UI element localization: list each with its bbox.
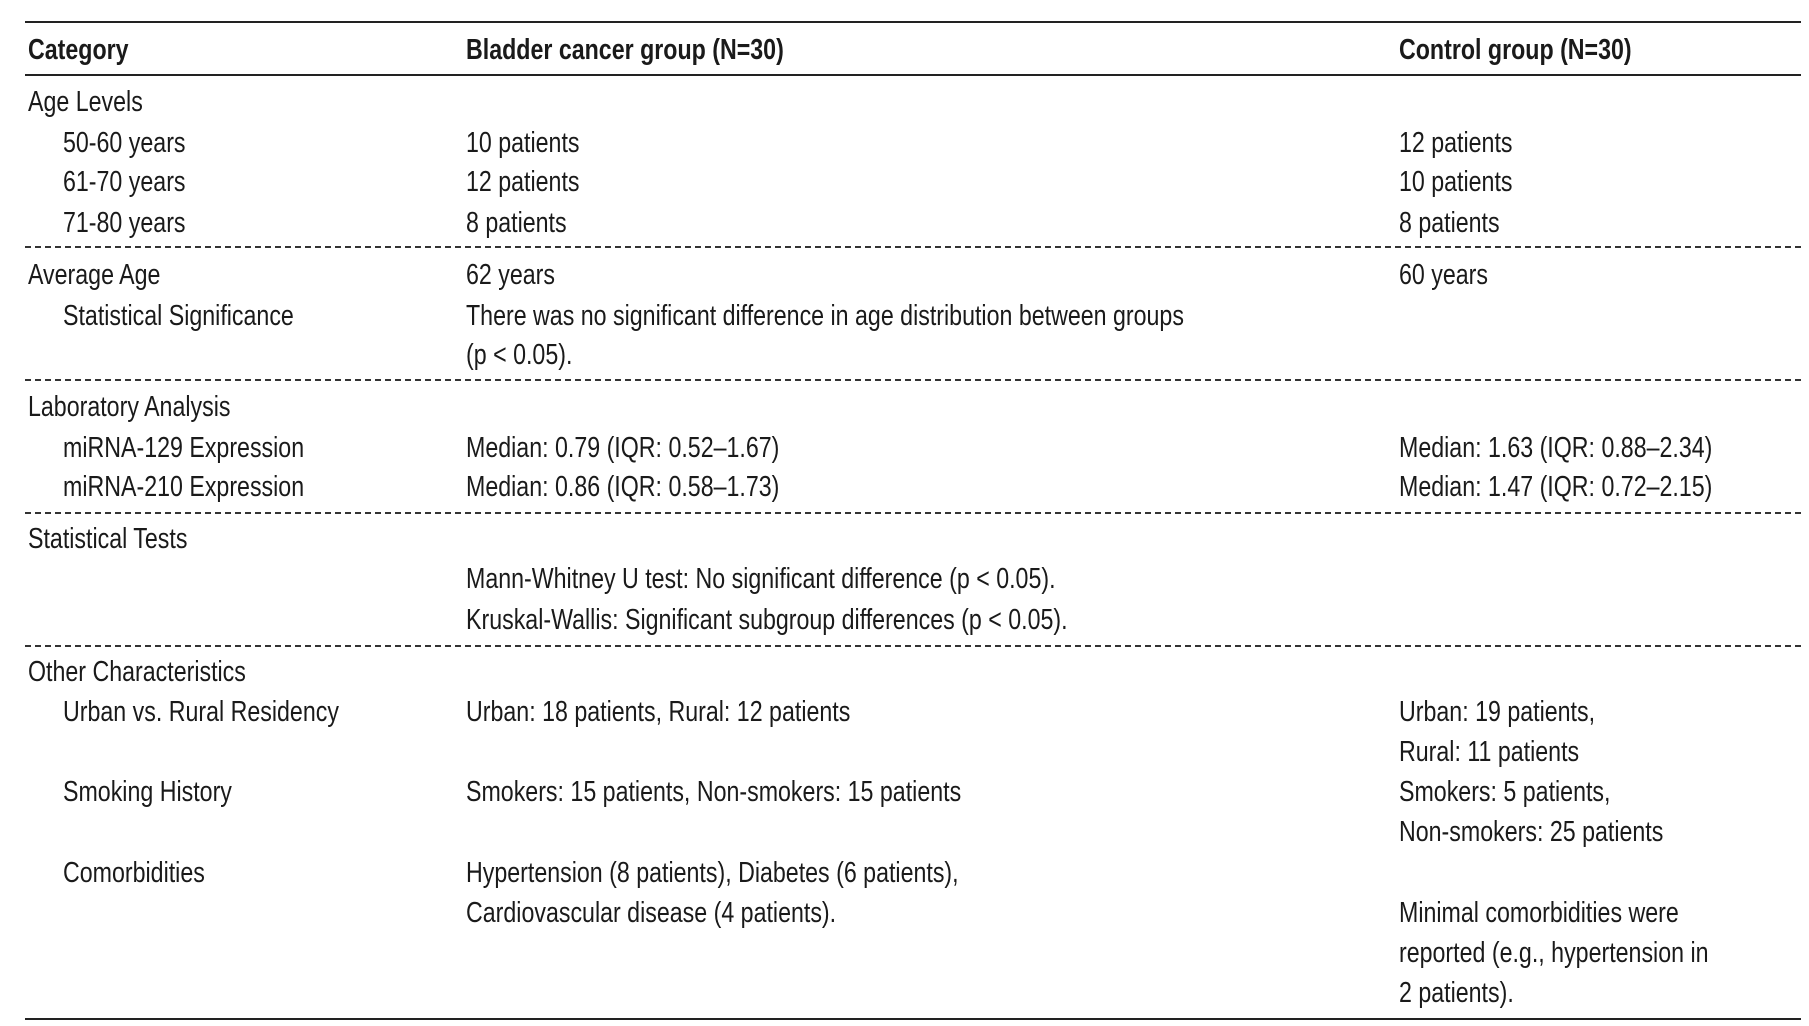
cell-bladder: 62 years: [466, 259, 555, 291]
cell-control: 12 patients: [1399, 127, 1513, 159]
row-label: 71-80 years: [63, 207, 186, 239]
section-divider: [25, 246, 1801, 248]
bottom-rule: [25, 1018, 1801, 1020]
cell-control: Rural: 11 patients: [1399, 736, 1580, 768]
cell-bladder: 8 patients: [466, 207, 567, 239]
cell-bladder: Mann-Whitney U test: No significant diff…: [466, 563, 1056, 595]
cell-bladder: 12 patients: [466, 166, 580, 198]
cell-control: 8 patients: [1399, 207, 1500, 239]
section-divider: [25, 379, 1801, 381]
section-lab: Laboratory Analysis: [28, 391, 231, 423]
cell-bladder: There was no significant difference in a…: [466, 300, 1184, 332]
header-rule: [25, 74, 1801, 76]
row-label: Smoking History: [63, 776, 232, 808]
cell-control: Smokers: 5 patients,: [1399, 776, 1611, 808]
row-label: miRNA-210 Expression: [63, 471, 305, 503]
cell-bladder: Kruskal-Wallis: Significant subgroup dif…: [466, 604, 1068, 636]
section-tests: Statistical Tests: [28, 523, 188, 555]
row-label: miRNA-129 Expression: [63, 432, 305, 464]
row-label: Statistical Significance: [63, 300, 294, 332]
section-divider: [25, 645, 1801, 647]
cell-control: Median: 1.47 (IQR: 0.72–2.15): [1399, 471, 1713, 503]
top-rule: [25, 21, 1801, 23]
header-control: Control group (N=30): [1399, 34, 1632, 66]
cell-bladder: Median: 0.86 (IQR: 0.58–1.73): [466, 471, 780, 503]
section-other: Other Characteristics: [28, 656, 246, 688]
row-label: Comorbidities: [63, 857, 205, 889]
cell-control: Median: 1.63 (IQR: 0.88–2.34): [1399, 432, 1713, 464]
header-category: Category: [28, 34, 129, 66]
cell-bladder: Urban: 18 patients, Rural: 12 patients: [466, 696, 851, 728]
cell-bladder: 10 patients: [466, 127, 580, 159]
row-label: 61-70 years: [63, 166, 186, 198]
header-bladder: Bladder cancer group (N=30): [466, 34, 784, 66]
cell-control: Minimal comorbidities were: [1399, 897, 1679, 929]
cell-bladder: Median: 0.79 (IQR: 0.52–1.67): [466, 432, 780, 464]
cell-bladder: Hypertension (8 patients), Diabetes (6 p…: [466, 857, 959, 889]
cell-control: Urban: 19 patients,: [1399, 696, 1596, 728]
cell-control: reported (e.g., hypertension in: [1399, 937, 1709, 969]
cell-bladder: (p < 0.05).: [466, 339, 573, 371]
section-age-levels: Age Levels: [28, 86, 143, 118]
section-average-age: Average Age: [28, 259, 161, 291]
cell-control: Non-smokers: 25 patients: [1399, 816, 1664, 848]
row-label: Urban vs. Rural Residency: [63, 696, 339, 728]
section-divider: [25, 512, 1801, 514]
cell-control: 60 years: [1399, 259, 1488, 291]
cell-bladder: Smokers: 15 patients, Non-smokers: 15 pa…: [466, 776, 962, 808]
cell-control: 10 patients: [1399, 166, 1513, 198]
cell-bladder: Cardiovascular disease (4 patients).: [466, 897, 837, 929]
cell-control: 2 patients).: [1399, 977, 1514, 1009]
row-label: 50-60 years: [63, 127, 186, 159]
